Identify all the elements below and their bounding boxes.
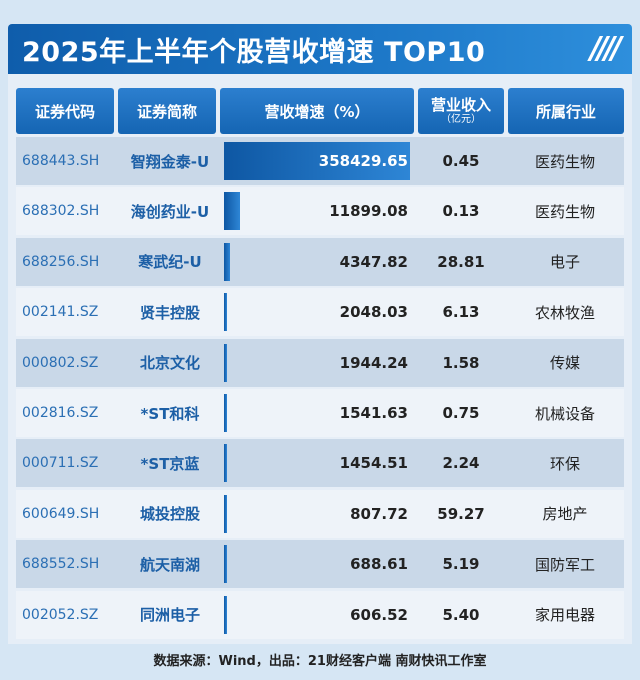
header-growth: 营收增速（%） [220, 88, 414, 134]
revenue-value: 0.13 [442, 202, 480, 221]
stock-name: 航天南湖 [139, 555, 200, 574]
header-name: 证券简称 [118, 88, 216, 134]
revenue-value: 2.24 [442, 454, 480, 473]
growth-value: 807.72 [350, 504, 408, 523]
revenue-value: 1.58 [442, 353, 480, 372]
industry-label: 环保 [549, 454, 580, 473]
industry-label: 房地产 [542, 505, 588, 524]
stock-code: 688443.SH [22, 153, 100, 169]
table-row: 002141.SZ 贤丰控股 2048.03 6.13 农林牧渔 [16, 288, 624, 337]
growth-bar [224, 595, 227, 634]
table-row: 000802.SZ 北京文化 1944.24 1.58 传媒 [16, 338, 624, 387]
source-note: 数据来源：Wind，出品：21财经客户端 南财快讯工作室 [153, 654, 487, 669]
stock-code: 000711.SZ [22, 455, 99, 472]
stock-name: 智翔金泰-U [130, 152, 210, 171]
growth-bar [224, 394, 227, 432]
stock-name: 城投控股 [139, 505, 200, 524]
stock-code: 002141.SZ [22, 304, 99, 321]
table-row: 600649.SH 城投控股 807.72 59.27 房地产 [16, 489, 624, 538]
industry-label: 机械设备 [534, 404, 595, 423]
growth-value: 1454.51 [339, 454, 408, 473]
title-bar: 2025年上半年个股营收增速 TOP10 //// [8, 24, 632, 74]
revenue-value: 59.27 [437, 504, 485, 523]
table-row: 002052.SZ 同洲电子 606.52 5.40 家用电器 [16, 590, 624, 639]
revenue-value: 5.40 [442, 605, 480, 624]
table-row: 688552.SH 航天南湖 688.61 5.19 国防军工 [16, 540, 624, 589]
revenue-value: 0.75 [442, 404, 480, 422]
industry-label: 农林牧渔 [534, 303, 595, 322]
growth-bar [224, 444, 227, 483]
revenue-value: 5.19 [442, 555, 480, 574]
header-revenue-label: 营业收入 [430, 96, 491, 114]
table-row: 688302.SH 海创药业-U 11899.08 0.13 医药生物 [16, 187, 624, 236]
growth-value: 11899.08 [329, 202, 408, 221]
growth-bar [224, 293, 227, 332]
growth-value: 2048.03 [339, 303, 408, 322]
header-growth-label: 营收增速（%） [264, 102, 370, 121]
table-row: 688256.SH 寒武纪-U 4347.82 28.81 电子 [16, 237, 624, 286]
stock-code: 002052.SZ [22, 606, 99, 623]
growth-value: 606.52 [350, 605, 408, 624]
growth-bar [224, 142, 410, 180]
growth-value: 358429.65 [318, 152, 408, 170]
industry-label: 医药生物 [534, 202, 595, 221]
header-name-label: 证券简称 [136, 102, 197, 121]
growth-bar [224, 242, 230, 281]
revenue-value: 28.81 [437, 252, 485, 271]
table-row: 002816.SZ *ST和科 1541.63 0.75 机械设备 [16, 389, 624, 437]
growth-bar [224, 343, 227, 382]
header-code-label: 证券代码 [34, 102, 95, 121]
stock-name: 贤丰控股 [139, 303, 200, 322]
header-industry-label: 所属行业 [535, 102, 596, 121]
industry-label: 家用电器 [534, 606, 595, 625]
stock-name: 寒武纪-U [138, 253, 202, 272]
stock-name: *ST京蓝 [140, 454, 200, 473]
revenue-value: 0.45 [442, 152, 480, 170]
growth-value: 688.61 [350, 555, 408, 574]
header-industry: 所属行业 [508, 88, 624, 134]
stock-code: 002816.SZ [22, 405, 99, 421]
stock-code: 688256.SH [22, 253, 100, 270]
growth-bar [224, 494, 227, 533]
stock-code: 000802.SZ [22, 354, 99, 371]
page-title: 2025年上半年个股营收增速 TOP10 [22, 37, 486, 68]
growth-value: 1944.24 [339, 353, 408, 372]
table-panel: 证券代码 证券简称 营收增速（%） 营业收入 （亿元） 所属行业 688443.… [8, 74, 632, 644]
header-code: 证券代码 [16, 88, 114, 134]
industry-label: 电子 [549, 253, 580, 272]
stock-name: *ST和科 [140, 404, 200, 423]
header-revenue: 营业收入 （亿元） [418, 88, 504, 134]
stock-name: 北京文化 [139, 354, 200, 373]
growth-value: 1541.63 [339, 404, 408, 422]
industry-label: 传媒 [549, 354, 580, 373]
table-row: 688443.SH 智翔金泰-U 358429.65 0.45 医药生物 [16, 137, 624, 185]
revenue-value: 6.13 [442, 303, 480, 322]
stock-code: 688552.SH [22, 556, 100, 573]
growth-bar [224, 192, 240, 231]
stock-name: 海创药业-U [130, 202, 210, 221]
header-revenue-unit: （亿元） [441, 114, 481, 125]
growth-value: 4347.82 [339, 252, 408, 271]
stock-code: 688302.SH [22, 203, 100, 220]
slash-decoration: //// [590, 31, 622, 66]
industry-label: 国防军工 [534, 555, 595, 574]
stock-name: 同洲电子 [139, 606, 200, 625]
table-row: 000711.SZ *ST京蓝 1454.51 2.24 环保 [16, 439, 624, 488]
table-header: 证券代码 证券简称 营收增速（%） 营业收入 （亿元） 所属行业 [16, 88, 624, 134]
industry-label: 医药生物 [534, 152, 595, 171]
growth-bar [224, 545, 227, 584]
stock-code: 600649.SH [22, 505, 100, 522]
